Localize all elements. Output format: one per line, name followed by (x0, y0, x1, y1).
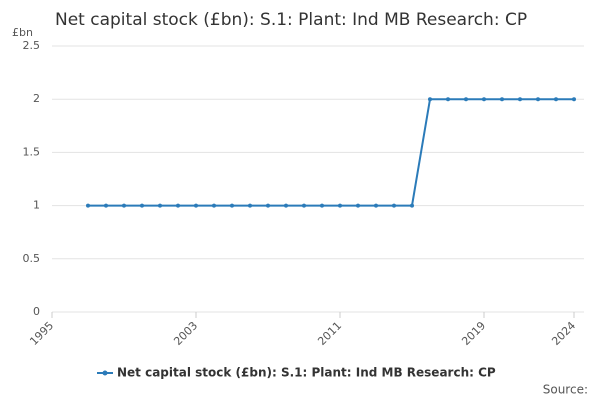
data-point (176, 203, 180, 208)
data-point (500, 97, 504, 102)
data-point (86, 203, 90, 208)
data-point (482, 97, 486, 102)
data-point (428, 97, 432, 102)
x-tick-label: 1995 (27, 319, 56, 348)
y-tick-label: 2.5 (23, 39, 41, 52)
data-point (158, 203, 162, 208)
x-tick-label: 2019 (459, 319, 488, 348)
data-point (230, 203, 234, 208)
data-point (320, 203, 324, 208)
data-point (212, 203, 216, 208)
data-point (554, 97, 558, 102)
data-point (464, 97, 468, 102)
y-tick-label: 0 (33, 305, 40, 318)
legend-label: Net capital stock (£bn): S.1: Plant: Ind… (117, 366, 496, 380)
y-tick-label: 2 (33, 92, 40, 105)
data-point (374, 203, 378, 208)
data-point (194, 203, 198, 208)
y-tick-label: 0.5 (23, 252, 41, 265)
y-tick-label: 1.5 (23, 145, 41, 158)
data-point (536, 97, 540, 102)
data-point (122, 203, 126, 208)
data-point (248, 203, 252, 208)
chart-title: Net capital stock (£bn): S.1: Plant: Ind… (55, 10, 527, 30)
data-point (356, 203, 360, 208)
data-point (266, 203, 270, 208)
data-point (392, 203, 396, 208)
data-point (446, 97, 450, 102)
data-point (572, 97, 576, 102)
data-point (338, 203, 342, 208)
y-tick-label: 1 (33, 199, 40, 212)
legend-swatch-dot (102, 370, 108, 376)
data-line (88, 98, 574, 207)
x-tick-label: 2024 (549, 319, 578, 348)
y-axis-label: £bn (12, 26, 33, 39)
data-point (410, 203, 414, 208)
data-point (284, 203, 288, 208)
data-point (302, 203, 306, 208)
data-point (104, 203, 108, 208)
x-tick-label: 2011 (315, 319, 344, 348)
source: Source: (543, 383, 588, 397)
data-point (140, 203, 144, 208)
data-point (518, 97, 522, 102)
x-tick-label: 2003 (171, 319, 200, 348)
